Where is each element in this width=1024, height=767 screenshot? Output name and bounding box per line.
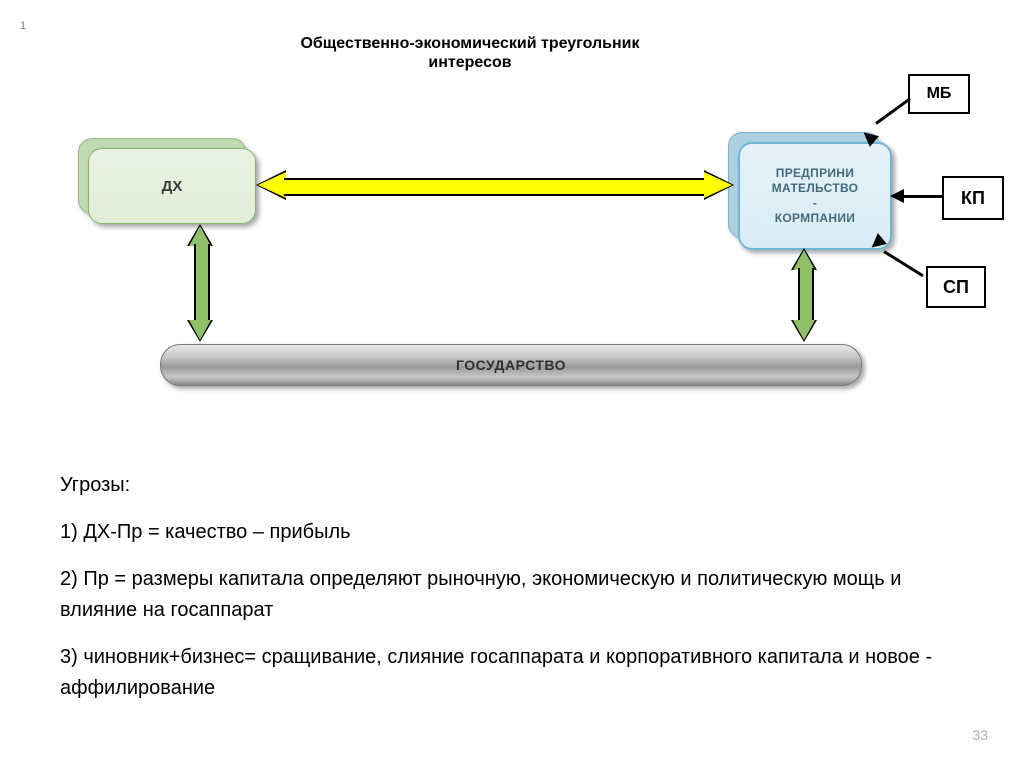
sp-label: СП <box>943 277 969 298</box>
dx-node: ДХ <box>88 148 256 224</box>
diagram-title: Общественно-экономический треугольник ин… <box>210 34 730 72</box>
arrow-mb-pr <box>862 104 918 144</box>
threat-item-2: 2) Пр = размеры капитала определяют рыно… <box>60 564 960 626</box>
slide-index: 1 <box>20 20 26 32</box>
kp-label: КП <box>961 188 985 209</box>
kp-box: КП <box>942 176 1004 220</box>
title-line1: Общественно-экономический треугольник <box>300 35 639 52</box>
threats-block: Угрозы: 1) ДХ-Пр = качество – прибыль 2)… <box>60 470 960 720</box>
threat-item-1: 1) ДХ-Пр = качество – прибыль <box>60 517 960 548</box>
pr-label: ПРЕДПРИНИ МАТЕЛЬСТВО - КОРМПАНИИ <box>772 166 859 226</box>
arrow-sp-pr <box>870 236 928 276</box>
threat-item-3: 3) чиновник+бизнес= сращивание, слияние … <box>60 642 960 704</box>
arrow-kp-pr <box>890 189 942 205</box>
page-number: 33 <box>972 727 988 743</box>
sp-box: СП <box>926 266 986 308</box>
gov-label: ГОСУДАРСТВО <box>456 357 566 373</box>
mb-label: МБ <box>927 85 952 103</box>
threats-heading: Угрозы: <box>60 470 960 501</box>
title-line2: интересов <box>428 54 511 71</box>
arrow-pr-gov <box>793 250 815 340</box>
pr-node: ПРЕДПРИНИ МАТЕЛЬСТВО - КОРМПАНИИ <box>738 142 892 250</box>
dx-label: ДХ <box>162 178 183 195</box>
arrow-dx-gov <box>189 226 211 340</box>
gov-node: ГОСУДАРСТВО <box>160 344 862 386</box>
arrow-dx-pr <box>258 172 732 198</box>
